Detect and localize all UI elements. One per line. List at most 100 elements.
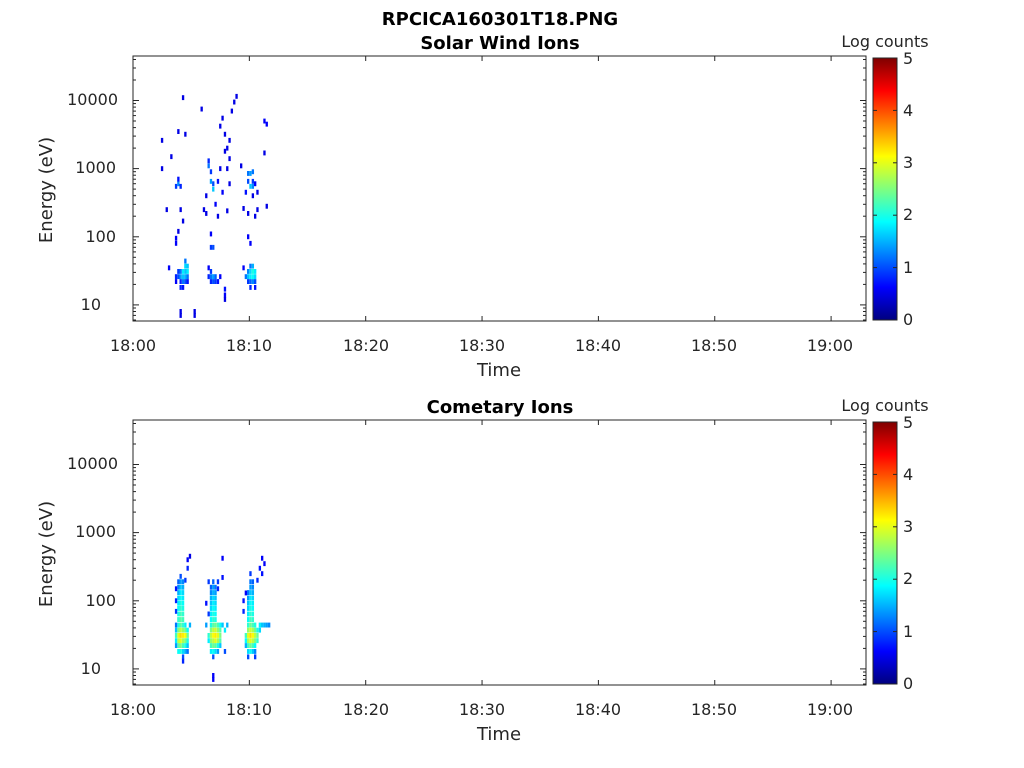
colorbar-tick-label: 2 bbox=[903, 569, 913, 588]
heatmap-cell bbox=[254, 643, 257, 648]
heatmap-cell bbox=[184, 633, 187, 638]
heatmap-cell bbox=[207, 611, 210, 617]
heatmap-cell bbox=[179, 643, 182, 648]
heatmap-cell bbox=[212, 600, 215, 606]
heatmap-cell bbox=[212, 617, 215, 622]
heatmap-cell bbox=[249, 600, 252, 606]
heatmap-cell bbox=[221, 115, 224, 121]
heatmap-cell bbox=[230, 108, 234, 114]
heatmap-cell bbox=[181, 606, 185, 611]
heatmap-cell bbox=[251, 649, 255, 654]
heatmap-cell bbox=[249, 269, 252, 274]
heatmap-cell bbox=[209, 595, 213, 601]
heatmap-cell bbox=[228, 181, 231, 187]
heatmap-cell bbox=[251, 611, 255, 617]
heatmap-cell bbox=[254, 638, 257, 644]
heatmap-cell bbox=[179, 309, 182, 314]
heatmap-cell bbox=[219, 622, 222, 628]
heatmap-cell bbox=[249, 622, 252, 628]
heatmap-cell bbox=[244, 638, 248, 644]
heatmap-cell bbox=[177, 622, 180, 628]
heatmap-cell bbox=[219, 123, 222, 129]
heatmap-cell bbox=[212, 627, 215, 633]
heatmap-cell bbox=[251, 590, 255, 595]
heatmap-cell bbox=[265, 203, 268, 209]
heatmap-cell bbox=[214, 279, 217, 284]
heatmap-cell bbox=[209, 279, 213, 284]
x-tick-marks bbox=[132, 56, 832, 321]
heatmap-cell bbox=[251, 622, 255, 628]
x-axis-tick-labels: 18:00 18:10 18:20 18:30 18:40 18:50 19:0… bbox=[110, 336, 853, 355]
heatmap-cell bbox=[212, 244, 215, 250]
heatmap-cell bbox=[249, 617, 252, 622]
heatmap-cell bbox=[249, 584, 252, 590]
plot-area bbox=[132, 55, 867, 322]
heatmap-cell bbox=[207, 638, 210, 644]
heatmap-cell bbox=[179, 627, 182, 633]
heatmap-cell bbox=[177, 606, 180, 611]
colorbar-tick-label: 1 bbox=[903, 622, 913, 641]
heatmap-cell bbox=[256, 207, 259, 213]
heatmap-cell bbox=[179, 269, 182, 274]
heatmap-cell bbox=[181, 95, 185, 101]
heatmap-cell bbox=[160, 137, 164, 143]
heatmap-cell bbox=[209, 244, 213, 250]
heatmap-cell bbox=[212, 606, 215, 611]
y-tick-label: 100 bbox=[85, 227, 116, 246]
heatmap-cell bbox=[179, 183, 182, 189]
heatmap-cell bbox=[212, 611, 215, 617]
heatmap-cell bbox=[181, 269, 185, 274]
heatmap-cell bbox=[219, 638, 222, 644]
colorbar-tick-label: 1 bbox=[903, 258, 913, 277]
heatmap-cell bbox=[177, 595, 180, 601]
heatmap-cell bbox=[226, 166, 229, 172]
heatmap-cell bbox=[247, 595, 250, 601]
heatmap-cell bbox=[247, 234, 250, 240]
heatmap-cell bbox=[177, 627, 180, 633]
heatmap-cell bbox=[184, 649, 187, 654]
heatmap-cell bbox=[235, 93, 238, 99]
heatmap-cell bbox=[209, 643, 213, 648]
x-axis-label: Time bbox=[476, 360, 521, 381]
heatmap-cell bbox=[186, 279, 189, 284]
heatmap-cell bbox=[247, 627, 250, 633]
heatmap-cell bbox=[209, 590, 213, 595]
heatmap-cell bbox=[221, 622, 224, 628]
heatmap-cell bbox=[256, 189, 259, 195]
heatmap-cell bbox=[214, 638, 217, 644]
heatmap-cell bbox=[251, 274, 255, 280]
x-tick-label: 18:50 bbox=[691, 700, 737, 719]
x-axis-tick-labels: 18:00 18:10 18:20 18:30 18:40 18:50 19:0… bbox=[110, 700, 853, 719]
heatmap-cell bbox=[244, 189, 248, 195]
heatmap-cell bbox=[251, 617, 255, 622]
heatmap-cell bbox=[251, 595, 255, 601]
heatmap-cell bbox=[251, 643, 255, 648]
heatmap-cell bbox=[209, 638, 213, 644]
heatmap-cell bbox=[254, 622, 257, 628]
heatmap-cell bbox=[251, 169, 255, 175]
heatmap-cell bbox=[184, 274, 187, 280]
y-axis-label: Energy (eV) bbox=[36, 137, 57, 243]
heatmap-cell bbox=[247, 643, 250, 648]
heatmap-cell bbox=[184, 638, 187, 644]
heatmap-cell bbox=[249, 171, 252, 176]
heatmap-cell bbox=[186, 643, 189, 648]
heatmap-cell bbox=[249, 579, 252, 585]
heatmap-cell bbox=[212, 186, 215, 192]
heatmap-cells bbox=[174, 553, 271, 682]
heatmap-cell bbox=[249, 611, 252, 617]
heatmap-cell bbox=[165, 207, 168, 213]
heatmap-cell bbox=[177, 269, 180, 274]
heatmap-cell bbox=[249, 279, 252, 284]
y-axis-tick-labels: 10 100 1000 10000 bbox=[67, 90, 118, 314]
heatmap-cell bbox=[223, 649, 227, 654]
y-tick-label: 10000 bbox=[67, 90, 118, 109]
colorbar-gradient bbox=[872, 57, 898, 321]
heatmap-cell bbox=[251, 584, 255, 590]
heatmap-cell bbox=[223, 297, 227, 302]
heatmap-cell bbox=[261, 571, 264, 577]
heatmap-cell bbox=[181, 649, 185, 654]
heatmap-cell bbox=[261, 622, 264, 628]
heatmap-cell bbox=[207, 579, 210, 585]
